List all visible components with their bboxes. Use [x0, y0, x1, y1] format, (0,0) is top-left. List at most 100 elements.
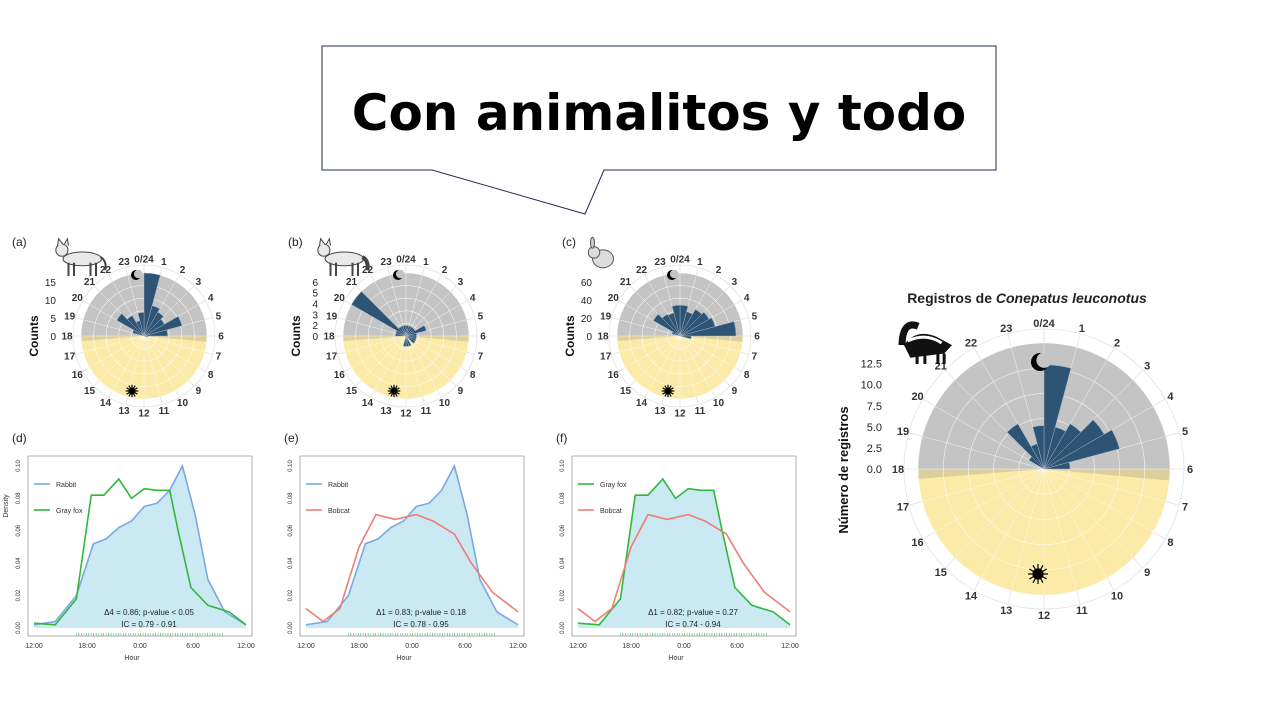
hour-label: 0/24	[396, 255, 416, 266]
outer-spoke	[125, 267, 129, 276]
hour-label: 6	[754, 332, 760, 343]
outer-spoke	[159, 396, 163, 405]
sun-ray	[388, 387, 392, 391]
hour-label: 2	[442, 265, 448, 276]
hour-label: 13	[381, 406, 393, 417]
y-tick-label: 0.10	[288, 460, 294, 472]
rose-bar	[402, 325, 407, 337]
dusk-band	[617, 336, 680, 341]
hour-label: 11	[159, 406, 170, 417]
rose-bar	[137, 312, 145, 337]
outer-spoke	[629, 380, 636, 387]
hour-label: 6	[218, 332, 224, 343]
x-tick-label: 12:00	[781, 643, 799, 650]
legend-entry: Gray fox	[56, 508, 83, 515]
outer-spoke	[922, 531, 936, 540]
x-axis-title: Hour	[668, 655, 684, 662]
hour-label: 4	[1167, 391, 1174, 403]
skunk-leg	[936, 353, 940, 364]
sun-ray	[662, 391, 666, 395]
outer-spoke	[1152, 398, 1166, 407]
fox-ears	[319, 237, 331, 246]
x-tick-label: 6:00	[730, 643, 744, 650]
y-tick-label: 0.00	[560, 622, 566, 634]
outer-spoke	[387, 396, 391, 405]
hour-label: 7	[752, 351, 758, 362]
outer-spoke	[724, 285, 731, 292]
outer-spoke	[908, 432, 923, 437]
hour-label: 2	[716, 265, 722, 276]
hour-label: 1	[697, 257, 703, 268]
rose-bar	[679, 321, 737, 337]
density-line-green	[33, 477, 247, 626]
rose-bar	[143, 315, 183, 337]
sun-icon	[1028, 564, 1048, 584]
outer-spoke	[344, 367, 352, 372]
y-tick-label: 4	[312, 299, 318, 310]
density-line-blue	[33, 463, 247, 626]
outer-spoke	[198, 367, 206, 372]
rose-bar	[1043, 461, 1071, 470]
outer-spoke	[175, 390, 180, 398]
dawn-band	[406, 336, 469, 342]
sun-ray	[126, 391, 130, 395]
grid-spoke	[127, 335, 145, 397]
outer-spoke	[337, 351, 346, 355]
outer-spoke	[108, 390, 113, 398]
hour-label: 3	[732, 277, 738, 288]
hour-label: 3	[458, 277, 464, 288]
rose-bar	[671, 304, 681, 337]
dawn-band	[680, 336, 743, 342]
outer-spoke	[1106, 347, 1115, 361]
x-tick-label: 12:00	[237, 643, 255, 650]
rose-y-axis: 15 10 5 0 Counts	[27, 278, 56, 357]
outer-spoke	[908, 501, 923, 506]
rose-diagram: 0/24 123456789101112131415161718192021222…	[61, 255, 224, 420]
sun-ray	[128, 393, 132, 397]
hour-label: 11	[1076, 605, 1088, 617]
sun-ray	[388, 391, 392, 395]
hour-label: 8	[1167, 537, 1173, 549]
y-tick-label: 0.02	[288, 589, 294, 601]
hour-label: 8	[208, 370, 214, 381]
hour-label: 18	[61, 331, 73, 342]
dusk-band	[918, 469, 1044, 479]
y-tick-label: 0.08	[288, 492, 294, 504]
hour-label: 18	[892, 464, 904, 476]
y-axis-title: Counts	[289, 315, 303, 357]
y-axis-title: Número de registros	[836, 406, 851, 533]
grid-spoke	[1043, 468, 1166, 502]
legend-entry: Rabbit	[328, 482, 348, 489]
skunk-leg	[915, 353, 919, 364]
sun-ray	[1032, 565, 1037, 571]
outer-spoke	[1106, 577, 1115, 591]
y-tick-label: 0.08	[560, 492, 566, 504]
overlap-stat: Δ1 = 0.83; p-value = 0.18	[376, 608, 466, 617]
hour-label: 10	[177, 398, 189, 409]
y-tick-label: 5.0	[867, 422, 882, 434]
outer-spoke	[973, 347, 982, 361]
rose-bar	[143, 329, 168, 337]
sun-ray	[394, 385, 398, 389]
hour-label: 18	[323, 331, 335, 342]
density-line-red	[305, 513, 519, 623]
hour-label: 14	[965, 590, 978, 602]
y-tick-label: 3	[312, 310, 318, 321]
dawn-band	[144, 336, 207, 342]
hour-label: 14	[362, 398, 374, 409]
sun-ray	[1032, 577, 1037, 583]
grid-spoke	[345, 335, 407, 353]
y-tick-label: 0.02	[560, 589, 566, 601]
grid-spoke	[1043, 468, 1077, 591]
hour-label: 22	[636, 265, 648, 276]
grid-spoke	[143, 335, 161, 397]
sun-ray	[134, 387, 138, 391]
hour-label: 16	[608, 370, 620, 381]
outer-spoke	[611, 351, 620, 355]
density-panel-2: (e) 0.00 0.02 0.04 0.06 0.08 0.10 12:00 18:00 0:0…	[284, 431, 527, 662]
hour-label: 5	[1182, 426, 1188, 438]
hour-label: 9	[196, 386, 202, 397]
title-prefix: Registros de	[907, 290, 996, 306]
outer-spoke	[734, 367, 742, 372]
